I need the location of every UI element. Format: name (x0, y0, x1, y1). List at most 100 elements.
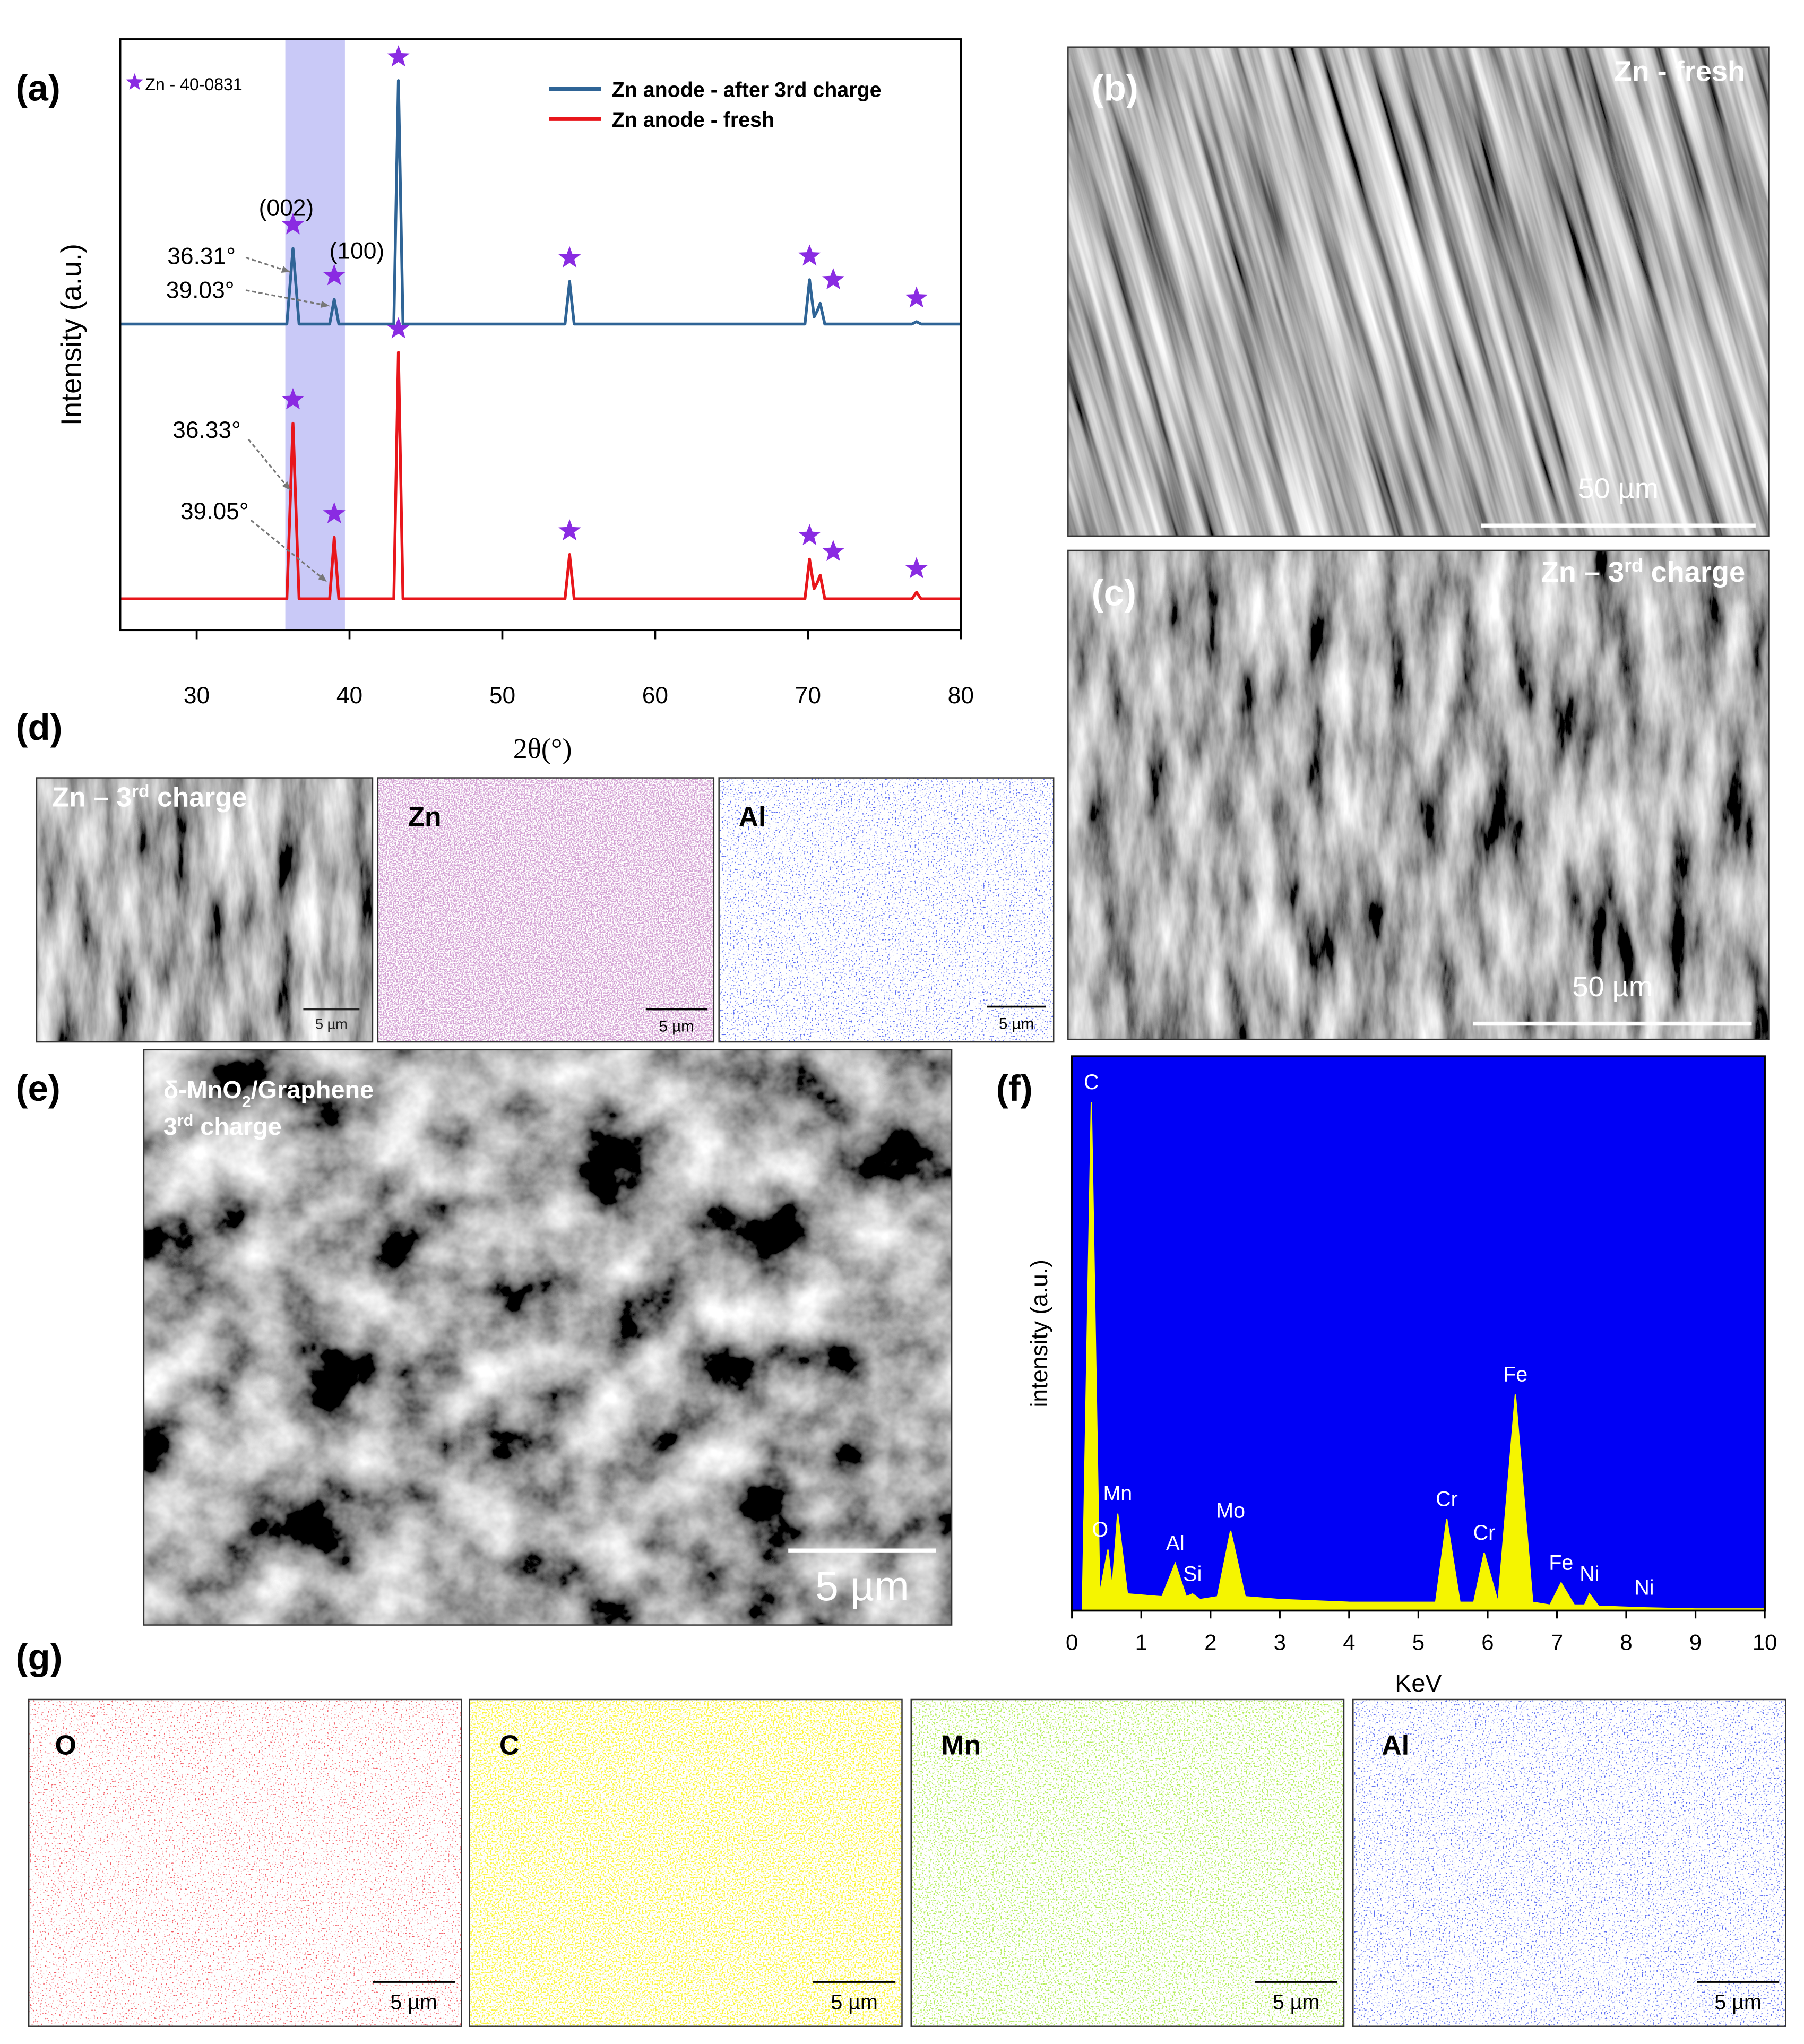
sem-texture (1068, 47, 1769, 536)
peak-marker (387, 45, 410, 67)
peak-marker (126, 73, 144, 90)
scale-bar-label: 5 µm (999, 1015, 1034, 1032)
annotation-arrow (250, 520, 327, 583)
image-frame (1352, 1698, 1786, 2027)
scale-bar-label: 5 µm (659, 1017, 694, 1035)
peak-label: Cr (1436, 1488, 1458, 1511)
x-tick-label: 30 (184, 683, 210, 709)
image-caption: Zn – 3rd charge (1541, 555, 1745, 589)
image-frame (910, 1698, 1345, 2027)
x-tick-label: 5 (1412, 1629, 1425, 1654)
image-caption: O (55, 1729, 76, 1760)
peak-label: C (1084, 1071, 1099, 1094)
element-map (719, 778, 1054, 1042)
peak-label: Mn (1103, 1482, 1132, 1505)
peak-marker (281, 213, 305, 235)
scale-bar-label: 5 µm (815, 1563, 909, 1609)
peak-label: Fe (1549, 1551, 1573, 1575)
scale-bar-label: 5 µm (1273, 1991, 1319, 2014)
scale-bar-label: 5 µm (1714, 1991, 1761, 2014)
micrograph (29, 1699, 462, 2026)
arrow-head (320, 300, 330, 308)
x-tick-label: 2 (1204, 1629, 1216, 1654)
texture (1068, 550, 1769, 1040)
peak-marker (323, 264, 346, 286)
peak-marker (323, 502, 346, 523)
text-run: Zn (408, 801, 441, 832)
plot-frame (119, 38, 962, 632)
micrograph (911, 1699, 1344, 2026)
panel-label: (a) (16, 68, 61, 109)
text-run: Zn - fresh (1614, 56, 1745, 88)
x-tick-label: 1 (1135, 1629, 1147, 1654)
x-tick-label: 80 (948, 683, 974, 709)
x-axis-label: KeV (1395, 1669, 1442, 1697)
text-run: rd (132, 781, 150, 801)
text-run: O (55, 1729, 76, 1760)
micrograph (1353, 1699, 1786, 2026)
y-axis-label: Intensity (a.u.) (56, 244, 88, 426)
text-run: rd (1624, 555, 1643, 576)
panel-label: (d) (16, 707, 63, 748)
xrd-line (120, 79, 961, 326)
x-tick-label: 70 (795, 683, 821, 709)
peak-label: Ni (1634, 1576, 1654, 1600)
peak-marker (387, 317, 410, 339)
text-run: C (499, 1729, 519, 1760)
image-caption: Al (1382, 1729, 1409, 1760)
sem-texture (143, 1049, 952, 1625)
scale-bar-label: 50 µm (1578, 472, 1659, 504)
image-frame (718, 777, 1055, 1043)
sem-texture (36, 778, 373, 1042)
texture (1068, 47, 1769, 536)
micrograph (377, 778, 714, 1042)
peak-marker (798, 524, 821, 546)
panel-label: (e) (16, 1068, 61, 1109)
peak-label: Mo (1216, 1499, 1245, 1522)
peak-marker (558, 519, 581, 541)
text-run: rd (177, 1111, 193, 1129)
x-tick-label: 3 (1274, 1629, 1286, 1654)
texture (36, 778, 373, 1042)
panel-label: (b) (1092, 68, 1138, 109)
scale-bar-label: 5 µm (315, 1015, 348, 1032)
legend-label: Zn anode - fresh (612, 108, 774, 132)
image-frame (36, 777, 374, 1043)
arrow-head (281, 266, 290, 273)
image-frame (1067, 46, 1770, 537)
x-tick-label: 40 (336, 683, 362, 709)
annotation-arrow (245, 289, 330, 307)
panel-label: (g) (16, 1636, 63, 1677)
scale-bar-label: 5 µm (831, 1991, 877, 2014)
y-axis-label: intensity (a.u.) (1026, 1260, 1052, 1407)
micrograph (143, 1049, 952, 1625)
annotation-arrow (247, 438, 291, 491)
highlight-band (285, 39, 345, 631)
peak-annotation: (002) (259, 195, 314, 221)
scale-bar-label: 50 µm (1572, 971, 1653, 1003)
peak-marker (281, 388, 305, 410)
peak-label: Si (1183, 1563, 1202, 1586)
plot-background (1072, 1056, 1765, 1611)
peak-annotation: 39.03° (166, 278, 235, 304)
peak-label: Al (1166, 1532, 1185, 1555)
text-run: Zn – 3 (53, 782, 132, 813)
text-run: /Graphene (251, 1076, 374, 1103)
image-caption: C (499, 1729, 519, 1760)
peak-annotation: 39.05° (180, 498, 249, 524)
scale-bar-label: 5 µm (390, 1991, 437, 2014)
peak-marker (798, 244, 821, 266)
text-run: Zn – 3 (1541, 556, 1625, 588)
x-tick-label: 9 (1689, 1629, 1702, 1654)
spectrum-area (1072, 1102, 1766, 1611)
text-run: Al (1382, 1729, 1409, 1760)
peak-label: Cr (1473, 1521, 1496, 1545)
x-tick-label: 6 (1481, 1629, 1494, 1654)
peak-marker (822, 540, 845, 562)
image-caption: 3rd charge (163, 1111, 282, 1140)
peak-marker (822, 268, 845, 290)
peak-marker (905, 557, 928, 579)
x-tick-label: 8 (1620, 1629, 1632, 1654)
